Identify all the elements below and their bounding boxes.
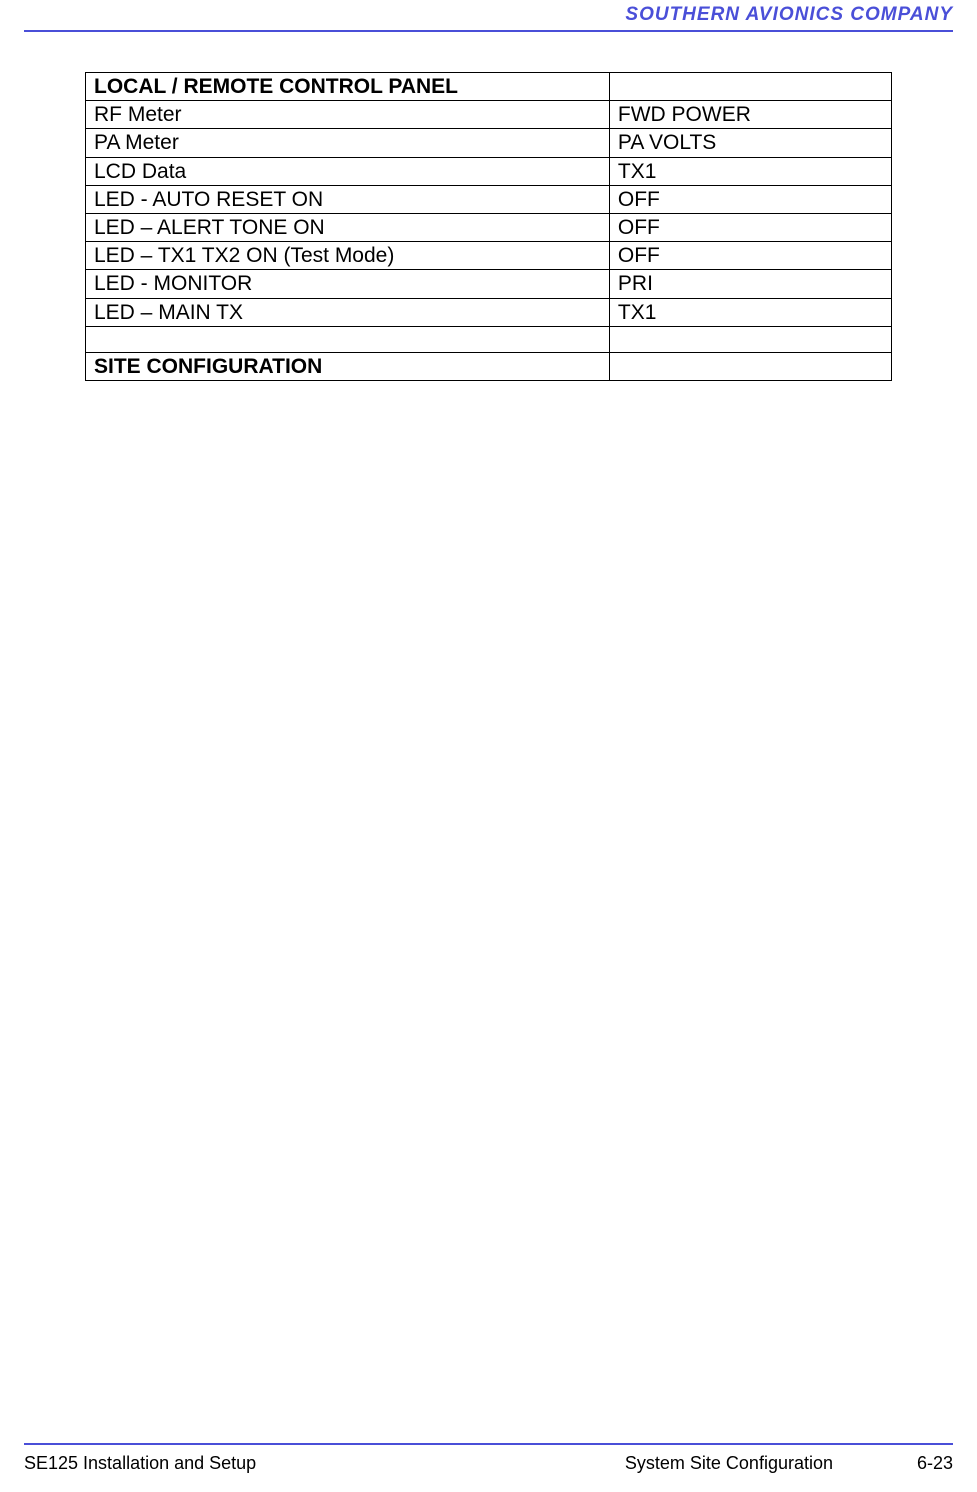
row-label: LCD Data xyxy=(86,157,610,185)
row-value: TX1 xyxy=(609,298,891,326)
table-row: PA Meter PA VOLTS xyxy=(86,129,892,157)
table-row: LED - MONITOR PRI xyxy=(86,270,892,298)
footer-divider xyxy=(24,1443,953,1445)
table-row: SITE CONFIGURATION xyxy=(86,352,892,380)
section-header-cell: LOCAL / REMOTE CONTROL PANEL xyxy=(86,73,610,101)
row-value: FWD POWER xyxy=(609,101,891,129)
section-header-cell: SITE CONFIGURATION xyxy=(86,352,610,380)
table-row: LOCAL / REMOTE CONTROL PANEL xyxy=(86,73,892,101)
footer-doc-title: SE125 Installation and Setup xyxy=(24,1453,429,1474)
table-row-empty xyxy=(86,326,892,352)
page-content: LOCAL / REMOTE CONTROL PANEL RF Meter FW… xyxy=(0,32,977,381)
table-row: LED – MAIN TX TX1 xyxy=(86,298,892,326)
footer-row: SE125 Installation and Setup System Site… xyxy=(24,1453,953,1474)
table-row: LED - AUTO RESET ON OFF xyxy=(86,185,892,213)
row-value: PRI xyxy=(609,270,891,298)
row-label: LED – ALERT TONE ON xyxy=(86,213,610,241)
row-value: OFF xyxy=(609,242,891,270)
row-value: OFF xyxy=(609,213,891,241)
page-footer: SE125 Installation and Setup System Site… xyxy=(0,1443,977,1474)
table-row: LED – ALERT TONE ON OFF xyxy=(86,213,892,241)
row-label: LED - MONITOR xyxy=(86,270,610,298)
footer-page-number: 6-23 xyxy=(893,1453,953,1474)
table-row: LED – TX1 TX2 ON (Test Mode) OFF xyxy=(86,242,892,270)
section-header-value xyxy=(609,73,891,101)
row-label xyxy=(86,326,610,352)
row-label: PA Meter xyxy=(86,129,610,157)
row-value xyxy=(609,326,891,352)
page-header: SOUTHERN AVIONICS COMPANY xyxy=(0,0,977,32)
table-row: RF Meter FWD POWER xyxy=(86,101,892,129)
section-header-value xyxy=(609,352,891,380)
row-value: TX1 xyxy=(609,157,891,185)
row-label: LED – MAIN TX xyxy=(86,298,610,326)
row-value: OFF xyxy=(609,185,891,213)
row-value: PA VOLTS xyxy=(609,129,891,157)
company-name: SOUTHERN AVIONICS COMPANY xyxy=(24,4,953,30)
control-panel-table: LOCAL / REMOTE CONTROL PANEL RF Meter FW… xyxy=(85,72,892,381)
row-label: LED - AUTO RESET ON xyxy=(86,185,610,213)
row-label: RF Meter xyxy=(86,101,610,129)
table-row: LCD Data TX1 xyxy=(86,157,892,185)
footer-section-title: System Site Configuration xyxy=(429,1453,894,1474)
row-label: LED – TX1 TX2 ON (Test Mode) xyxy=(86,242,610,270)
